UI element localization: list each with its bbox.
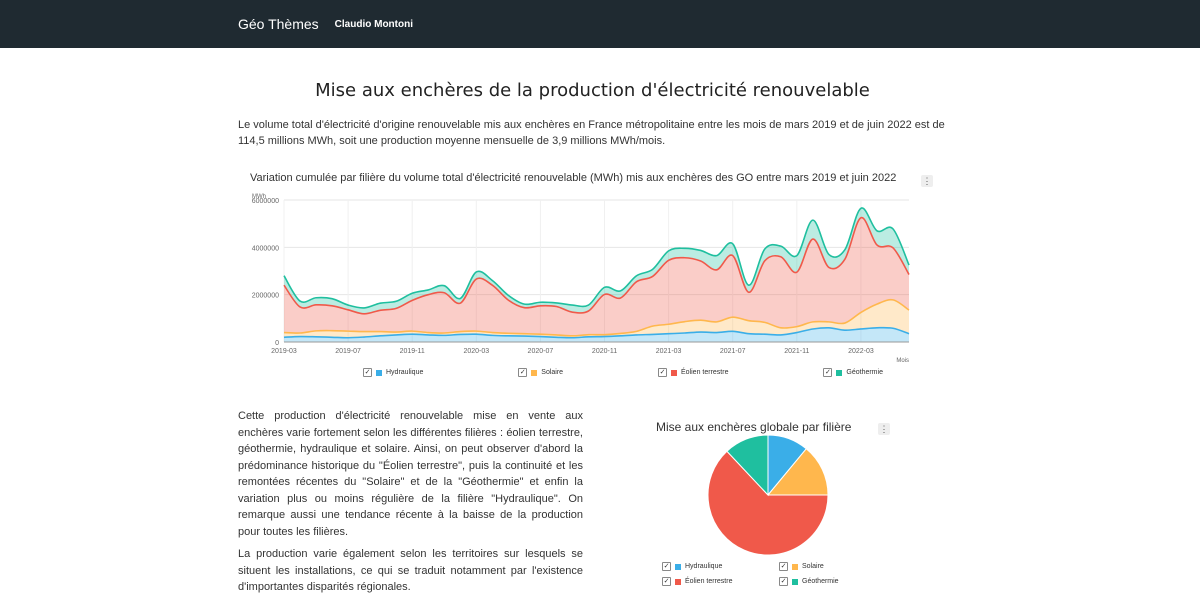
- x-tick-label: 2021-03: [656, 348, 682, 355]
- y-tick-label: 2000000: [252, 293, 279, 300]
- legend-label: Géothermie: [846, 369, 883, 376]
- pie-slice-solaire[interactable]: [766, 448, 829, 496]
- legend-label: Géothermie: [802, 578, 839, 585]
- body-text: Cette production d'électricité renouvela…: [238, 408, 583, 602]
- legend-checkbox[interactable]: ✓: [662, 577, 671, 586]
- x-tick-label: 2020-07: [528, 348, 554, 355]
- x-tick-label: 2019-11: [400, 348, 425, 355]
- legend-item-eolien[interactable]: ✓ Éolien terrestre: [658, 368, 728, 377]
- area-hydraulique-line: [283, 326, 910, 339]
- area-chart-title: Variation cumulée par filière du volume …: [250, 172, 897, 184]
- legend-swatch: [671, 369, 677, 376]
- legend-item-geothermie[interactable]: ✓ Géothermie: [823, 368, 883, 377]
- x-axis-label: Mois: [896, 358, 909, 364]
- pie-chart-svg: [707, 435, 829, 556]
- legend-label: Éolien terrestre: [685, 578, 733, 585]
- y-tick-label: 0: [275, 340, 279, 347]
- x-tick-label: 2019-07: [335, 348, 361, 355]
- intro-paragraph: Le volume total d'électricité d'origine …: [238, 119, 945, 147]
- legend-checkbox[interactable]: ✓: [662, 562, 671, 571]
- area-solaire: [284, 299, 909, 338]
- pie-slice-eolien-terrestre[interactable]: [707, 450, 829, 556]
- legend-checkbox[interactable]: ✓: [779, 577, 788, 586]
- area-chart-container: Variation cumulée par filière du volume …: [238, 165, 950, 385]
- pie-chart-title: Mise aux enchères globale par filière: [656, 420, 852, 434]
- pie-legend-item-hydraulique[interactable]: ✓ Hydraulique: [662, 562, 779, 571]
- y-tick-label: 4000000: [252, 245, 279, 252]
- legend-label: Solaire: [541, 369, 564, 376]
- area-chart-menu-icon[interactable]: ⋮: [921, 175, 933, 187]
- legend-swatch: [792, 563, 798, 570]
- pie-chart-container: Mise aux enchères globale par filière ⋮ …: [645, 415, 905, 595]
- legend-label: Hydraulique: [685, 563, 723, 570]
- legend-checkbox[interactable]: ✓: [658, 368, 667, 377]
- y-axis-label: MWh: [252, 194, 266, 200]
- legend-checkbox[interactable]: ✓: [518, 368, 528, 377]
- legend-swatch: [376, 369, 382, 376]
- legend-checkbox[interactable]: ✓: [779, 562, 788, 571]
- pie-chart-menu-icon[interactable]: ⋮: [878, 423, 890, 435]
- pie-legend-item-solaire[interactable]: ✓ Solaire: [779, 562, 872, 571]
- area-chart-legend: ✓ Hydraulique ✓ Solaire ✓ Éolien terrestre …: [363, 368, 883, 377]
- legend-checkbox[interactable]: ✓: [823, 368, 833, 377]
- body-paragraph-1: Cette production d'électricité renouvela…: [238, 410, 583, 538]
- legend-swatch: [531, 369, 538, 376]
- page-title: Mise aux enchères de la production d'éle…: [315, 80, 870, 101]
- area-eolien-terrestre-line: [283, 216, 910, 315]
- brand-link[interactable]: Géo Thèmes: [238, 16, 319, 32]
- area-solaire-line: [283, 298, 910, 337]
- x-tick-label: 2021-07: [720, 348, 746, 355]
- legend-label: Éolien terrestre: [681, 369, 729, 376]
- y-tick-label: 6000000: [252, 198, 279, 205]
- body-paragraph-2: La production varie également selon les …: [238, 548, 583, 593]
- area-hydraulique: [284, 327, 909, 342]
- x-tick-label: 2020-03: [463, 348, 489, 355]
- legend-label: Hydraulique: [386, 369, 424, 376]
- legend-swatch: [675, 563, 681, 570]
- legend-label: Solaire: [802, 563, 824, 570]
- top-navbar: Géo Thèmes Claudio Montoni: [0, 0, 1200, 48]
- x-tick-label: 2022-03: [848, 348, 874, 355]
- pie-legend-row: ✓ Éolien terrestre ✓ Géothermie: [662, 577, 872, 586]
- pie-legend-row: ✓ Hydraulique ✓ Solaire: [662, 562, 872, 571]
- legend-swatch: [675, 578, 681, 585]
- pie-legend-item-eolien[interactable]: ✓ Éolien terrestre: [662, 577, 779, 586]
- legend-item-solaire[interactable]: ✓ Solaire: [518, 368, 563, 377]
- x-tick-label: 2019-03: [271, 348, 297, 355]
- legend-swatch: [792, 578, 798, 585]
- area-geothermie-line: [283, 207, 910, 309]
- area-eolien-terrestre: [284, 217, 909, 336]
- legend-checkbox[interactable]: ✓: [363, 368, 372, 377]
- legend-item-hydraulique[interactable]: ✓ Hydraulique: [363, 368, 423, 377]
- pie-legend-item-geothermie[interactable]: ✓ Géothermie: [779, 577, 872, 586]
- x-tick-label: 2020-11: [592, 348, 617, 355]
- pie-slice-geothermie[interactable]: [726, 435, 769, 497]
- pie-chart-legend: ✓ Hydraulique ✓ Solaire ✓ Éolien terrestre …: [662, 562, 872, 586]
- x-tick-label: 2021-11: [784, 348, 809, 355]
- legend-swatch: [836, 369, 843, 376]
- author-link[interactable]: Claudio Montoni: [334, 18, 413, 30]
